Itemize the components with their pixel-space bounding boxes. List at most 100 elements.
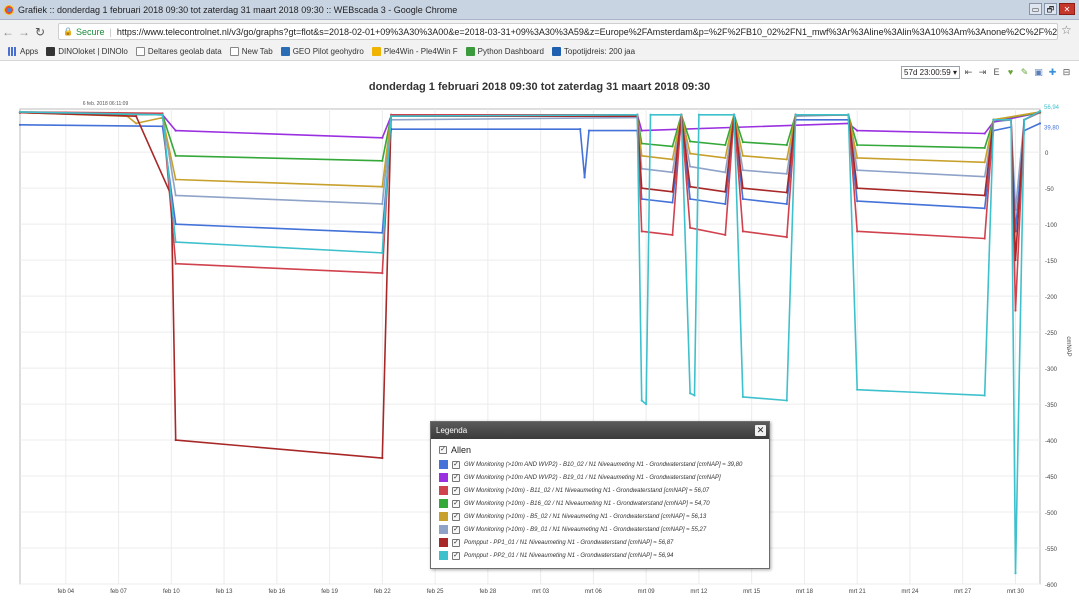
bookmark-item[interactable]: Topotijdreis: 200 jaa [551,47,635,56]
checkbox-icon[interactable]: ✓ [452,486,460,495]
reload-icon[interactable]: ↻ [34,24,46,39]
restore-button[interactable]: 🗗 [1044,3,1057,15]
data-point [724,190,727,193]
bookmark-item[interactable]: Apps [8,47,38,56]
data-point [381,202,384,206]
minimize-button[interactable]: ▭ [1029,3,1042,15]
checkbox-icon[interactable]: ✓ [452,499,460,508]
data-point [724,202,727,206]
bookmark-item[interactable]: Ple4Win - Ple4Win F [371,47,458,56]
legend-close-button[interactable]: ✕ [755,425,766,436]
legend-item[interactable]: ✓ GW Monitoring (>10m AND WVP2) - B10_02 … [431,458,769,471]
checkbox-icon[interactable]: ✓ [452,525,460,534]
legend-swatch [439,499,448,508]
data-point [1009,118,1013,121]
data-point [18,123,22,126]
legend-swatch [439,460,448,469]
period-select[interactable]: 57d 23:00:59 ▾ [901,65,960,79]
data-point [724,143,727,147]
data-point [381,159,384,162]
y-tick-label: -450 [1045,475,1058,481]
window-titlebar: Grafiek :: donderdag 1 februari 2018 09:… [0,0,1079,20]
graph-toolbar: 57d 23:00:59 ▾ ⇤ ⇥ E ♥ ✎ ▣ ✚ ⊟ [901,65,1072,79]
legend-item[interactable]: ✓ GW Monitoring (>10m) - B9_01 / N1 Nivea… [431,523,769,536]
bookmark-item[interactable]: New Tab [229,47,273,56]
legend-item[interactable]: ✓ GW Monitoring (>10m) - B16_02 / N1 Nive… [431,497,769,510]
data-point [174,438,177,442]
x-tick-label: feb 10 [163,589,180,595]
data-point [671,233,674,237]
data-point [1023,118,1026,121]
checkbox-icon[interactable]: ✓ [452,538,460,547]
favorite-icon[interactable]: ♥ [1007,67,1014,77]
legend-item[interactable]: ✓ GW Monitoring (>10m) - B5_02 / N1 Nivea… [431,510,769,523]
data-point [689,152,692,155]
data-point [689,226,692,229]
data-point [640,230,643,233]
data-point [741,154,744,157]
x-tick-label: feb 22 [374,589,391,595]
layout-icon[interactable]: ⊟ [1062,66,1071,77]
data-point [689,197,692,201]
data-point [785,399,788,402]
data-point [689,185,692,188]
legend-all-toggle[interactable]: ✓ Allen [431,439,769,458]
zoom-icon[interactable]: ✚ [1048,66,1057,77]
bookmark-item[interactable]: DINOloket | DINOlo [46,47,128,56]
close-window-button[interactable]: ✕ [1059,3,1075,15]
bookmark-item[interactable]: GEO Pilot geohydro [280,47,364,56]
data-point [983,237,986,240]
y-tick-label: -400 [1045,439,1058,445]
checkbox-icon[interactable]: ✓ [439,446,447,454]
data-point [381,271,384,275]
checkbox-icon[interactable]: ✓ [452,460,460,469]
legend-title: Legenda [436,426,468,435]
data-point [689,140,692,143]
data-point [732,113,736,116]
data-point [174,262,177,265]
legend-item[interactable]: ✓ GW Monitoring (>10m) - B11_02 / N1 Nive… [431,484,769,497]
data-point [992,118,995,121]
secure-label: Secure [75,26,105,37]
data-point [741,230,744,233]
data-point [785,202,788,206]
bookmark-star-icon[interactable]: ☆ [1061,23,1072,37]
data-point [983,132,986,135]
data-point [689,165,692,168]
x-tick-label: mrt 27 [954,589,972,595]
data-point [381,136,384,139]
data-point [724,233,727,237]
bookmark-label: Python Dashboard [477,47,544,56]
forward-icon[interactable]: → [18,24,30,39]
edit-icon[interactable]: ✎ [1020,66,1029,77]
x-tick-label: feb 25 [427,589,444,595]
legend-item-label: Pompput - PP1_01 / N1 Niveaumeting N1 - … [464,539,674,546]
bookmark-item[interactable]: Deltares geolab data [135,47,222,56]
checkbox-icon[interactable]: ✓ [452,551,460,560]
checkbox-icon[interactable]: ✓ [452,473,460,482]
legend-toggle-icon[interactable]: ▣ [1034,66,1043,77]
back-icon[interactable]: ← [2,24,14,39]
legend-all-label: Allen [451,445,472,455]
bookmark-item[interactable]: Python Dashboard [465,47,544,56]
y-tick-label: 0 [1045,151,1049,157]
legend-swatch [439,486,448,495]
legend-item[interactable]: ✓ GW Monitoring (>10m AND WVP2) - B19_01 … [431,471,769,484]
data-point [741,187,744,190]
data-point [1014,309,1017,312]
url-field[interactable]: 🔒 Secure | https://www.telecontrolnet.nl… [58,23,1058,40]
checkbox-icon[interactable]: ✓ [452,512,460,521]
export-icon[interactable]: E [993,67,1000,77]
data-point [741,169,744,172]
previous-period-icon[interactable]: ⇤ [964,66,973,77]
next-period-icon[interactable]: ⇥ [978,66,987,77]
legend-item[interactable]: ✓ Pompput - PP2_01 / N1 Niveaumeting N1 -… [431,549,769,562]
ple4win-icon [371,47,381,56]
legend-header[interactable]: Legenda ✕ [431,422,769,439]
y-tick-label: -50 [1045,187,1054,193]
legend-dialog: Legenda ✕ ✓ Allen ✓ GW Monitoring (>10m A… [430,421,770,569]
legend-item[interactable]: ✓ Pompput - PP1_01 / N1 Niveaumeting N1 -… [431,536,769,549]
data-point [785,236,788,239]
data-point [381,456,384,460]
data-point [18,110,22,113]
